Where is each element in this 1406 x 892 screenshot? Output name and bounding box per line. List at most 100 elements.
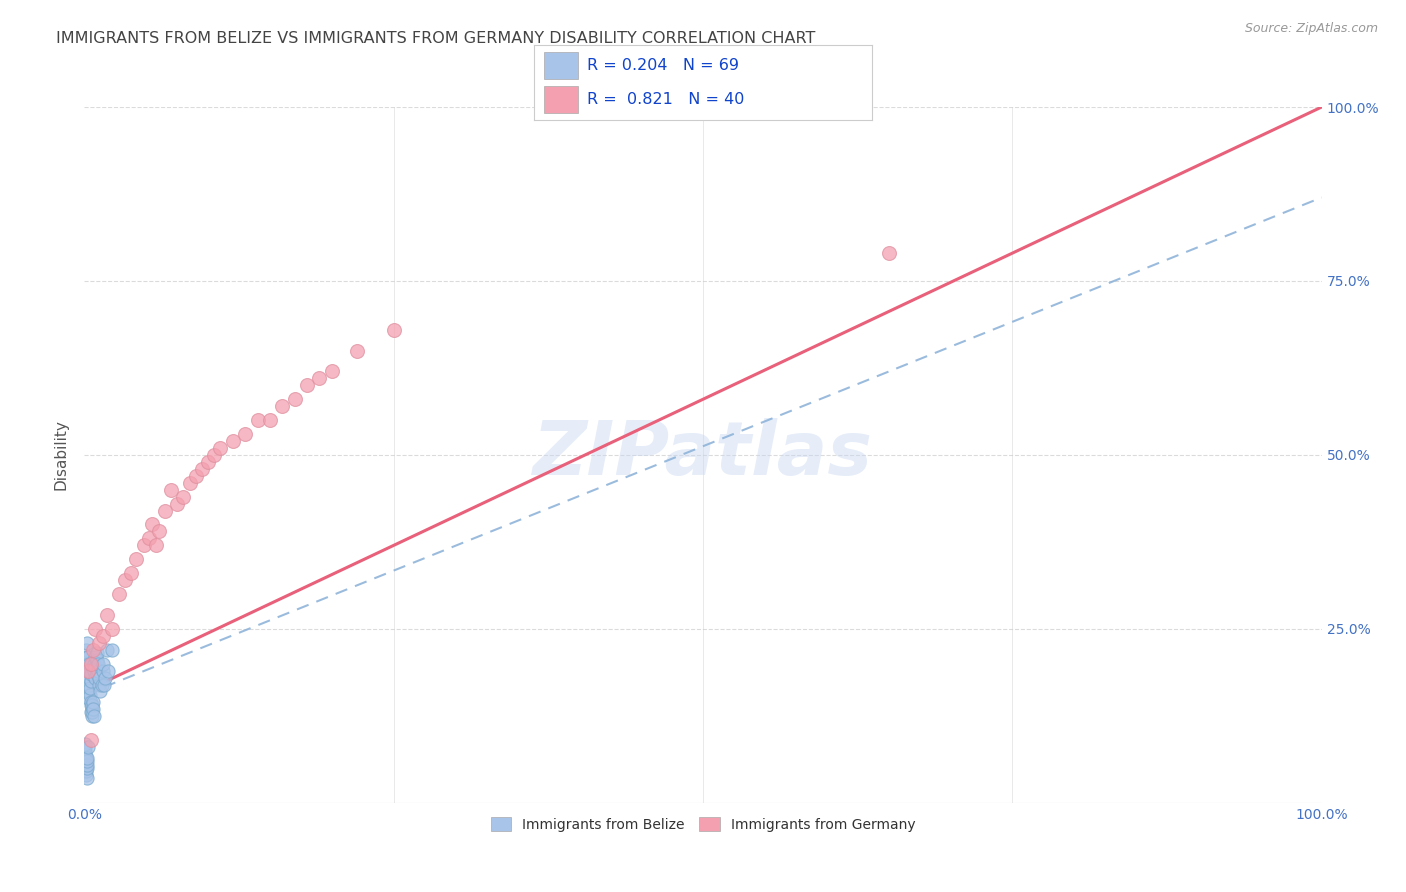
Point [209, 441, 232, 455]
Point [100, 642, 122, 657]
Point [179, 475, 201, 490]
Point [79, 688, 101, 702]
Point [73, 750, 96, 764]
Point [233, 427, 256, 442]
Point [75, 757, 97, 772]
Point [148, 524, 170, 539]
Point [97, 664, 120, 678]
Point [75, 657, 97, 671]
Point [89, 677, 111, 691]
Point [191, 462, 214, 476]
Point [75, 671, 97, 685]
Point [271, 399, 294, 413]
Point [91, 629, 114, 643]
Point [138, 532, 160, 546]
Point [295, 378, 318, 392]
Point [89, 684, 111, 698]
Point [132, 538, 155, 552]
Bar [544, 87, 578, 112]
Point [222, 434, 245, 448]
Point [76, 754, 98, 768]
Point [184, 468, 207, 483]
Point [84, 660, 107, 674]
Point [75, 664, 97, 678]
Point [77, 660, 100, 674]
Text: IMMIGRANTS FROM BELIZE VS IMMIGRANTS FROM GERMANY DISABILITY CORRELATION CHART: IMMIGRANTS FROM BELIZE VS IMMIGRANTS FRO… [56, 31, 815, 46]
Point [86, 646, 108, 660]
Point [877, 246, 900, 260]
Point [100, 622, 122, 636]
Point [80, 706, 103, 720]
Bar [544, 52, 578, 78]
Point [96, 642, 118, 657]
Point [79, 706, 101, 720]
Point [83, 708, 105, 723]
Point [86, 653, 108, 667]
Point [75, 747, 97, 761]
Point [77, 740, 100, 755]
Legend: Immigrants from Belize, Immigrants from Germany: Immigrants from Belize, Immigrants from … [485, 812, 921, 838]
Point [172, 490, 194, 504]
Point [202, 448, 225, 462]
Point [79, 657, 101, 671]
Point [77, 664, 100, 678]
Point [75, 768, 97, 782]
Text: Source: ZipAtlas.com: Source: ZipAtlas.com [1244, 22, 1378, 36]
Point [77, 677, 100, 691]
Point [321, 364, 343, 378]
Point [93, 677, 115, 691]
Point [83, 657, 105, 671]
Point [94, 671, 117, 685]
Point [91, 664, 114, 678]
Point [153, 503, 176, 517]
Point [76, 772, 98, 786]
Text: R = 0.204   N = 69: R = 0.204 N = 69 [586, 58, 738, 73]
Point [80, 698, 103, 713]
Point [75, 642, 97, 657]
Point [284, 392, 307, 407]
Point [160, 483, 183, 497]
Point [82, 698, 104, 713]
Point [75, 737, 97, 751]
Point [75, 754, 97, 768]
Point [80, 708, 103, 723]
Point [76, 636, 98, 650]
Point [75, 740, 97, 755]
Point [308, 371, 330, 385]
Point [89, 671, 111, 685]
Point [76, 649, 98, 664]
Point [82, 702, 104, 716]
Point [120, 566, 142, 581]
Point [76, 761, 98, 775]
Point [79, 664, 101, 678]
Point [114, 573, 136, 587]
Point [382, 323, 405, 337]
Point [79, 681, 101, 695]
Point [76, 671, 98, 685]
Point [166, 497, 188, 511]
Point [79, 667, 101, 681]
Point [108, 587, 131, 601]
Point [89, 636, 111, 650]
Point [75, 761, 97, 775]
Point [96, 607, 118, 622]
Point [77, 691, 100, 706]
Point [91, 657, 114, 671]
Point [125, 552, 148, 566]
Point [82, 642, 104, 657]
Point [84, 622, 107, 636]
Point [86, 667, 108, 681]
Point [79, 674, 101, 689]
Point [83, 649, 105, 664]
Point [76, 657, 98, 671]
Point [80, 695, 103, 709]
Point [90, 677, 112, 691]
Point [77, 649, 100, 664]
Point [80, 702, 103, 716]
Point [87, 664, 110, 678]
Point [77, 684, 100, 698]
Point [246, 413, 269, 427]
Point [141, 517, 163, 532]
Point [84, 671, 107, 685]
Point [82, 695, 104, 709]
